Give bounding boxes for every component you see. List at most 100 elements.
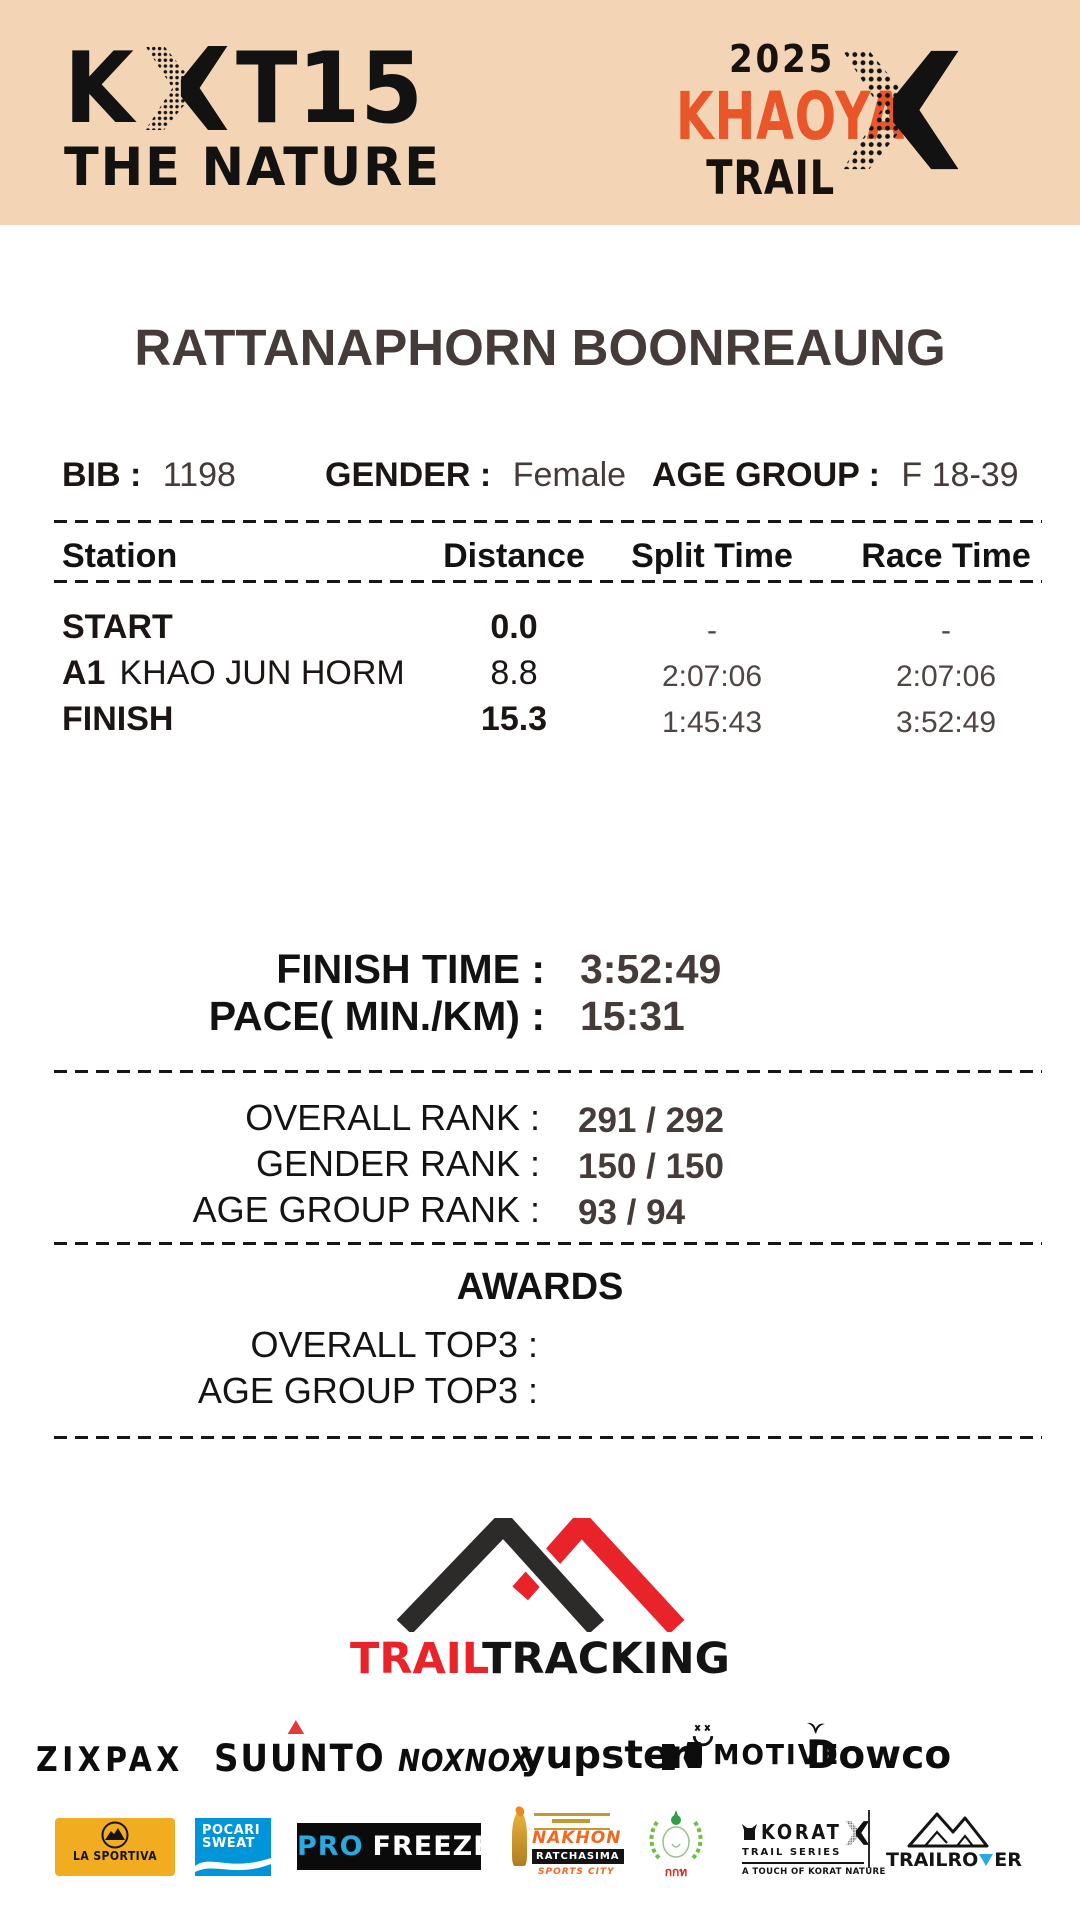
- korat-title-row: KORAT: [742, 1820, 870, 1845]
- age-group-rank-row: AGE GROUP RANK : 93 / 94: [0, 1189, 1080, 1233]
- pace-value: 15:31: [580, 993, 685, 1039]
- distance-cell: 15.3: [480, 700, 548, 738]
- station-name: FINISH: [62, 700, 174, 738]
- event-year: 2025: [729, 37, 835, 81]
- dashed-divider: [54, 580, 1042, 583]
- pocari-sweat-wordmark: POCARI SWEAT: [202, 1824, 260, 1850]
- kxt15-logo-line: K T15: [64, 32, 457, 146]
- split-time-cell: 1:45:43: [661, 706, 763, 739]
- sponsor-yupster: yupster: [520, 1724, 713, 1778]
- age-group-field: AGE GROUP : F 18-39: [652, 456, 1019, 495]
- nakhon-statue-icon: [512, 1804, 527, 1866]
- splits-table-header: Station Distance Split Time Race Time: [0, 537, 1080, 575]
- yupster-wordmark: yupster: [520, 1733, 689, 1778]
- finish-time-label: FINISH TIME :: [276, 946, 545, 992]
- gender-rank-row: GENDER RANK : 150 / 150: [0, 1143, 1080, 1187]
- overall-rank-value: 291 / 292: [578, 1101, 724, 1140]
- bib-value: 1198: [162, 456, 236, 494]
- runner-info-row: BIB : 1198 GENDER : Female AGE GROUP : F…: [0, 456, 1080, 496]
- age-group-rank-label: AGE GROUP RANK :: [192, 1189, 540, 1230]
- nakhon-flame-icon: [513, 1804, 527, 1818]
- gender-field: GENDER : Female: [325, 456, 626, 495]
- pro-freeze-freeze: FREEZE: [372, 1831, 493, 1862]
- pro-freeze-pro: PRO: [297, 1831, 364, 1862]
- overall-rank-row: OVERALL RANK : 291 / 292: [0, 1097, 1080, 1141]
- suunto-wordmark: SUUNTO: [214, 1737, 386, 1780]
- korat-dotted-x-icon: [846, 1821, 870, 1845]
- table-row-finish: FINISH 15.3 1:45:43 3:52:49: [0, 700, 1080, 742]
- kxt15-logo: K T15 THE NATURE: [64, 32, 457, 198]
- khaoyai-dotted-x-icon: [843, 50, 959, 170]
- sponsor-suunto: SUUNTO: [214, 1720, 386, 1780]
- dowco-wordmark: Dowco: [806, 1733, 952, 1778]
- overall-top3-label: OVERALL TOP3 :: [250, 1324, 538, 1365]
- station-cell: FINISH: [62, 700, 173, 739]
- dashed-divider: [54, 1242, 1042, 1245]
- dashed-divider: [54, 520, 1042, 523]
- pace-label: PACE( MIN./KM) :: [208, 993, 545, 1039]
- race-time-cell: 3:52:49: [895, 706, 997, 739]
- split-time-cell: 2:07:06: [661, 660, 763, 693]
- motive-arrows-icon: [662, 1741, 702, 1770]
- pace-row: PACE( MIN./KM) : 15:31: [0, 993, 1080, 1041]
- pocari-wave-icon: [195, 1858, 271, 1872]
- split-time-cell: -: [707, 614, 717, 647]
- col-header-station: Station: [62, 537, 178, 575]
- station-cell: A1 KHAO JUN HORM: [62, 654, 405, 693]
- col-header-distance: Distance: [443, 537, 585, 575]
- kxt15-logo-t15: T15: [235, 32, 423, 146]
- trailtracking-mountain-icon: [393, 1518, 685, 1632]
- sponsor-la-sportiva: LA SPORTIVA: [55, 1818, 175, 1876]
- age-group-value: F 18-39: [901, 456, 1019, 494]
- sponsor-zixpax: ZIXPAX: [36, 1740, 184, 1780]
- trailrover-mountains-icon: [907, 1812, 989, 1848]
- sponsor-korat-trail-series: KORAT TRAIL SERIES A TOUCH OF KORAT NATU…: [742, 1820, 885, 1877]
- station-cell: START: [62, 608, 173, 647]
- trailrover-post: ER: [994, 1849, 1022, 1871]
- kxt15-logo-subtitle: THE NATURE: [64, 137, 441, 198]
- age-group-rank-value: 93 / 94: [578, 1193, 686, 1232]
- yupster-smiley-icon: [692, 1724, 713, 1747]
- awards-title: AWARDS: [456, 1266, 624, 1308]
- la-sportiva-wordmark: LA SPORTIVA: [72, 1849, 158, 1863]
- finish-time-row: FINISH TIME : 3:52:49: [0, 946, 1080, 994]
- sponsor-dowco: Dowco: [806, 1722, 952, 1778]
- suunto-triangle-icon: [287, 1720, 305, 1734]
- dashed-divider: [54, 1436, 1042, 1439]
- event-name-secondary: TRAIL: [706, 151, 835, 206]
- table-row-a1: A1 KHAO JUN HORM 8.8 2:07:06 2:07:06: [0, 654, 1080, 696]
- korat-wordmark: KORAT: [761, 1820, 842, 1844]
- motive-wordmark: MOTIVE: [713, 1738, 841, 1771]
- trailtracking-wordmark-tracking: TRACKING: [482, 1634, 730, 1684]
- station-name: START: [62, 608, 173, 646]
- nakhon-gate-icon: [534, 1813, 610, 1830]
- overall-top3-row: OVERALL TOP3 :: [0, 1324, 1080, 1366]
- gender-rank-value: 150 / 150: [578, 1147, 724, 1186]
- event-name-primary: KHAOYAI: [675, 78, 925, 155]
- pocari-line2: SWEAT: [202, 1836, 256, 1851]
- station-name: KHAO JUN HORM: [119, 654, 405, 692]
- sponsor-motive: MOTIVE: [662, 1738, 847, 1771]
- trailrover-v-triangle-icon: [979, 1854, 994, 1866]
- runner-name: RATTANAPHORN BOONREAUNG: [134, 319, 946, 376]
- korat-cat-icon: [742, 1824, 757, 1840]
- dowco-leaf-icon: [807, 1722, 825, 1734]
- trailtracking-wordmark-trail: TRAIL: [350, 1634, 483, 1684]
- overall-rank-label: OVERALL RANK :: [245, 1097, 540, 1138]
- event-header-banner: K T15 THE NATURE 2025 KHAOYAI TRAIL: [0, 0, 1080, 225]
- trailrover-wordmark: TRAILRO ER: [886, 1849, 1022, 1871]
- sponsor-pocari-sweat: POCARI SWEAT: [195, 1818, 271, 1876]
- race-time-cell: -: [941, 614, 951, 647]
- trailrover-pre: TRAILRO: [886, 1849, 979, 1871]
- distance-cell: 8.8: [490, 654, 538, 692]
- bib-field: BIB : 1198: [62, 456, 236, 495]
- sponsor-trailrover: TRAILRO ER: [886, 1806, 1022, 1871]
- sponsor-nakhon-ratchasima: NAKHON RATCHASIMA SPORTS CITY: [512, 1804, 624, 1880]
- gender-rank-label: GENDER RANK :: [255, 1143, 540, 1184]
- kxt15-logo-k: K: [64, 32, 134, 146]
- nakhon-line3: SPORTS CITY: [538, 1867, 615, 1877]
- trailtracking-wordmark: TRAILTRACKING: [0, 1634, 1080, 1684]
- sponsor-separator-line: [868, 1810, 870, 1868]
- col-header-split-time: Split Time: [631, 537, 793, 575]
